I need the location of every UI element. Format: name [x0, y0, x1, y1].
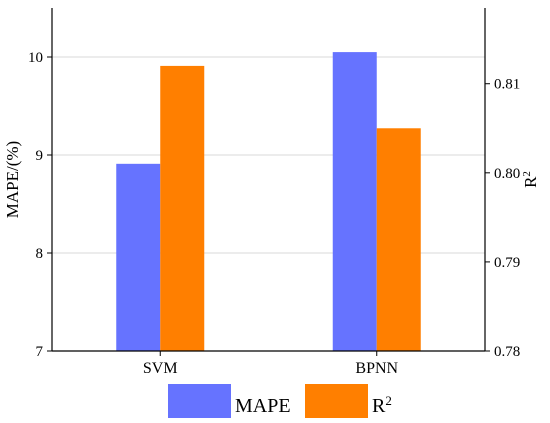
- bars: [116, 52, 421, 351]
- right-tick-label: 0.80: [494, 166, 520, 182]
- right-axis-title: R2: [521, 171, 540, 188]
- left-tick-label: 8: [36, 246, 44, 262]
- legend-label-text: MAPE: [235, 395, 291, 417]
- left-axis-title: MAPE/(%): [3, 141, 22, 218]
- left-tick-label: 9: [36, 148, 44, 164]
- right-axis-title-sup: 2: [521, 171, 533, 177]
- bar-r2-svm: [160, 65, 205, 351]
- category-label: BPNN: [355, 360, 398, 377]
- legend: MAPE R2: [168, 384, 392, 418]
- axes: [51, 8, 486, 352]
- right-axis-title-base: R: [521, 176, 540, 188]
- category-labels: SVM BPNN: [143, 351, 399, 377]
- left-tick-label: 7: [36, 344, 44, 360]
- legend-label-mape: MAPE: [235, 395, 291, 417]
- legend-label-text: R: [372, 395, 386, 417]
- right-tick-label: 0.79: [494, 255, 520, 271]
- right-axis-ticks: 0.78 0.79 0.80 0.81: [485, 77, 520, 360]
- bar-r2-bpnn: [376, 128, 421, 351]
- category-label: SVM: [143, 360, 178, 377]
- left-tick-label: 10: [28, 50, 43, 66]
- legend-swatch-mape: [168, 384, 231, 418]
- right-tick-label: 0.78: [494, 344, 520, 360]
- bar-mape-svm: [116, 163, 161, 351]
- right-tick-label: 0.81: [494, 77, 520, 93]
- legend-label-sup: 2: [385, 393, 392, 408]
- legend-swatch-r: [305, 384, 368, 418]
- left-axis-ticks: 7 8 9 10: [28, 50, 52, 360]
- bar-mape-bpnn: [332, 52, 377, 351]
- legend-label-r: R2: [372, 393, 392, 418]
